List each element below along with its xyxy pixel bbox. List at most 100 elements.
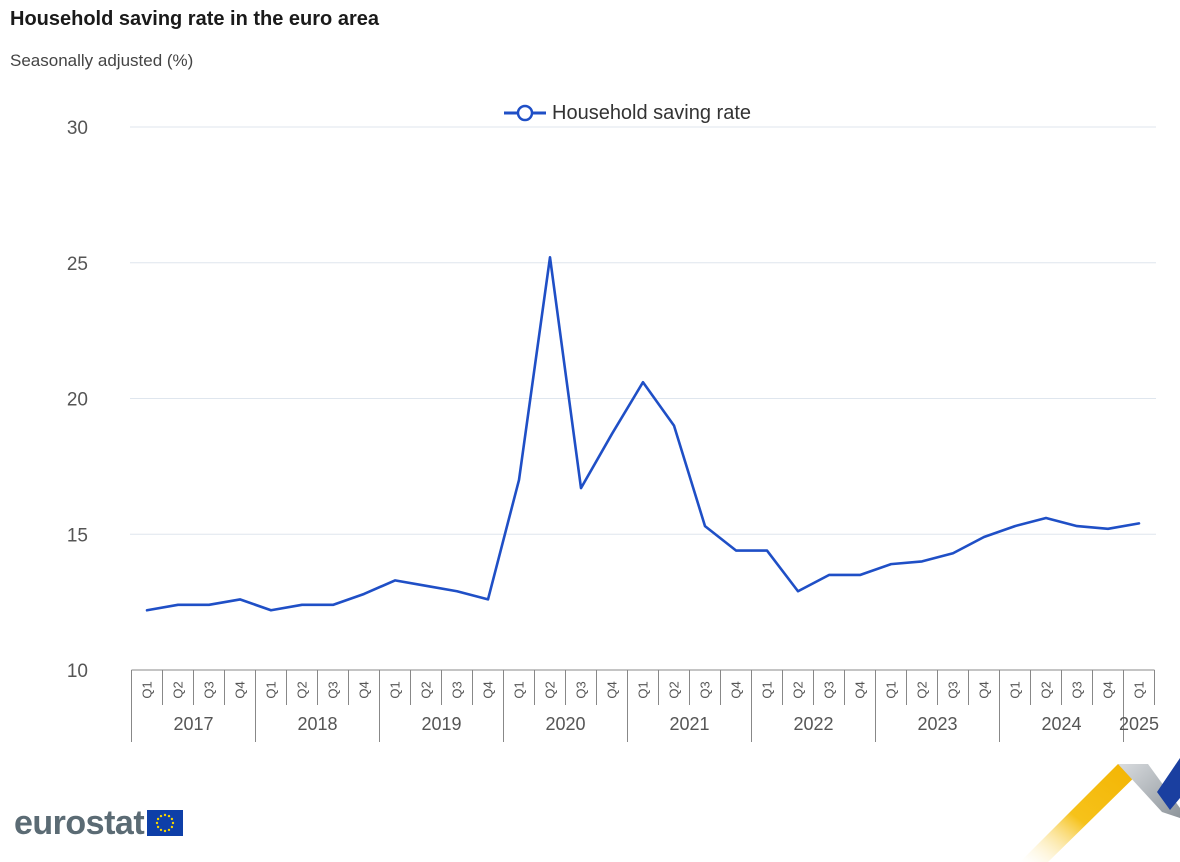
- data-point[interactable]: [607, 429, 617, 439]
- data-point[interactable]: [669, 421, 679, 431]
- y-tick-label: 30: [67, 118, 88, 139]
- decorative-chevrons-graphic: [1020, 758, 1180, 862]
- data-point[interactable]: [297, 600, 307, 610]
- eu-star: [170, 817, 174, 821]
- data-point[interactable]: [979, 532, 989, 542]
- data-point[interactable]: [731, 546, 741, 556]
- data-point[interactable]: [1010, 521, 1020, 531]
- data-point[interactable]: [235, 594, 245, 604]
- data-point[interactable]: [576, 483, 586, 493]
- data-point[interactable]: [483, 594, 493, 604]
- legend-circle-marker: [516, 104, 534, 122]
- x-quarter-label: Q4: [605, 681, 620, 698]
- x-quarter-label: Q2: [667, 681, 682, 698]
- x-year-label: 2020: [545, 714, 585, 734]
- x-quarter-label: Q4: [481, 681, 496, 698]
- x-year-label: 2017: [173, 714, 213, 734]
- data-point[interactable]: [824, 570, 834, 580]
- x-year-label: 2024: [1041, 714, 1081, 734]
- x-quarter-label: Q3: [574, 681, 589, 698]
- x-quarter-label: Q1: [884, 681, 899, 698]
- y-axis-tick-labels: 10 15 20 25 30: [67, 118, 88, 682]
- chart-title: Household saving rate in the euro area: [10, 8, 379, 30]
- series-line[interactable]: [145, 256, 1141, 612]
- grey-chevron-shape: [1118, 764, 1180, 818]
- x-quarter-label: Q4: [729, 681, 744, 698]
- data-point[interactable]: [545, 252, 555, 262]
- y-tick-label: 15: [67, 525, 88, 546]
- eu-flag-icon: [147, 810, 184, 836]
- x-quarter-label: Q1: [388, 681, 403, 698]
- x-quarter-label: Q3: [946, 681, 961, 698]
- legend[interactable]: Household saving rate: [504, 102, 751, 124]
- data-point[interactable]: [142, 605, 152, 615]
- x-quarter-label: Q3: [202, 681, 217, 698]
- eu-star: [159, 828, 163, 832]
- data-point[interactable]: [421, 581, 431, 591]
- data-point[interactable]: [390, 575, 400, 585]
- data-point[interactable]: [948, 548, 958, 558]
- eu-star: [163, 813, 167, 817]
- data-point[interactable]: [173, 600, 183, 610]
- x-year-label: 2021: [669, 714, 709, 734]
- x-quarter-label: Q1: [1132, 681, 1147, 698]
- x-quarter-label: Q2: [543, 681, 558, 698]
- x-quarter-label: Q2: [295, 681, 310, 698]
- eu-star: [167, 828, 171, 832]
- x-quarter-label: Q4: [977, 681, 992, 698]
- x-quarter-label: Q4: [1101, 681, 1116, 698]
- data-point[interactable]: [514, 475, 524, 485]
- x-quarter-label: Q1: [264, 681, 279, 698]
- eu-star: [170, 825, 174, 829]
- data-point[interactable]: [359, 589, 369, 599]
- eu-star: [171, 821, 175, 825]
- x-quarter-label: Q3: [822, 681, 837, 698]
- blue-chevron-shape: [1157, 758, 1180, 810]
- x-quarter-label: Q2: [915, 681, 930, 698]
- x-year-label: 2018: [297, 714, 337, 734]
- data-point[interactable]: [266, 605, 276, 615]
- x-year-label: 2025: [1119, 714, 1159, 734]
- x-year-label: 2019: [421, 714, 461, 734]
- x-quarter-label: Q1: [140, 681, 155, 698]
- eu-star: [155, 821, 159, 825]
- x-quarter-label: Q1: [1008, 681, 1023, 698]
- x-quarter-label: Q2: [1039, 681, 1054, 698]
- data-point[interactable]: [700, 521, 710, 531]
- data-point[interactable]: [204, 600, 214, 610]
- eu-star: [163, 829, 167, 833]
- data-point[interactable]: [793, 586, 803, 596]
- x-quarter-label: Q2: [171, 681, 186, 698]
- x-quarter-label: Q3: [326, 681, 341, 698]
- x-quarter-label: Q4: [853, 681, 868, 698]
- x-quarter-label: Q3: [698, 681, 713, 698]
- logo-text: eurostat: [14, 804, 145, 842]
- yellow-chevron-shape: [1020, 764, 1148, 862]
- data-point[interactable]: [1134, 518, 1144, 528]
- x-quarter-label: Q2: [419, 681, 434, 698]
- x-quarter-label: Q1: [760, 681, 775, 698]
- data-point[interactable]: [638, 377, 648, 387]
- data-point[interactable]: [1041, 513, 1051, 523]
- data-point[interactable]: [1072, 521, 1082, 531]
- data-point[interactable]: [1103, 524, 1113, 534]
- x-quarter-label: Q3: [450, 681, 465, 698]
- x-quarter-label: Q2: [791, 681, 806, 698]
- series-layer: [142, 252, 1144, 615]
- x-quarter-label: Q1: [636, 681, 651, 698]
- eu-star: [159, 814, 163, 818]
- data-point[interactable]: [328, 600, 338, 610]
- y-tick-label: 10: [67, 661, 88, 682]
- eu-star: [157, 825, 160, 829]
- eu-star: [157, 817, 160, 821]
- eu-star: [167, 814, 171, 818]
- x-year-label: 2022: [793, 714, 833, 734]
- data-point[interactable]: [886, 559, 896, 569]
- data-point[interactable]: [762, 546, 772, 556]
- x-quarter-label: Q4: [357, 681, 372, 698]
- data-point[interactable]: [917, 556, 927, 566]
- data-point[interactable]: [452, 586, 462, 596]
- x-axis: Q1 Q2 Q3 Q4 Q1 Q2 Q3 Q4 Q1 Q2 Q3 Q4 Q1 Q2 Q3 Q4 Q1 Q2 Q3 Q4…: [131, 669, 1159, 742]
- data-point[interactable]: [855, 570, 865, 580]
